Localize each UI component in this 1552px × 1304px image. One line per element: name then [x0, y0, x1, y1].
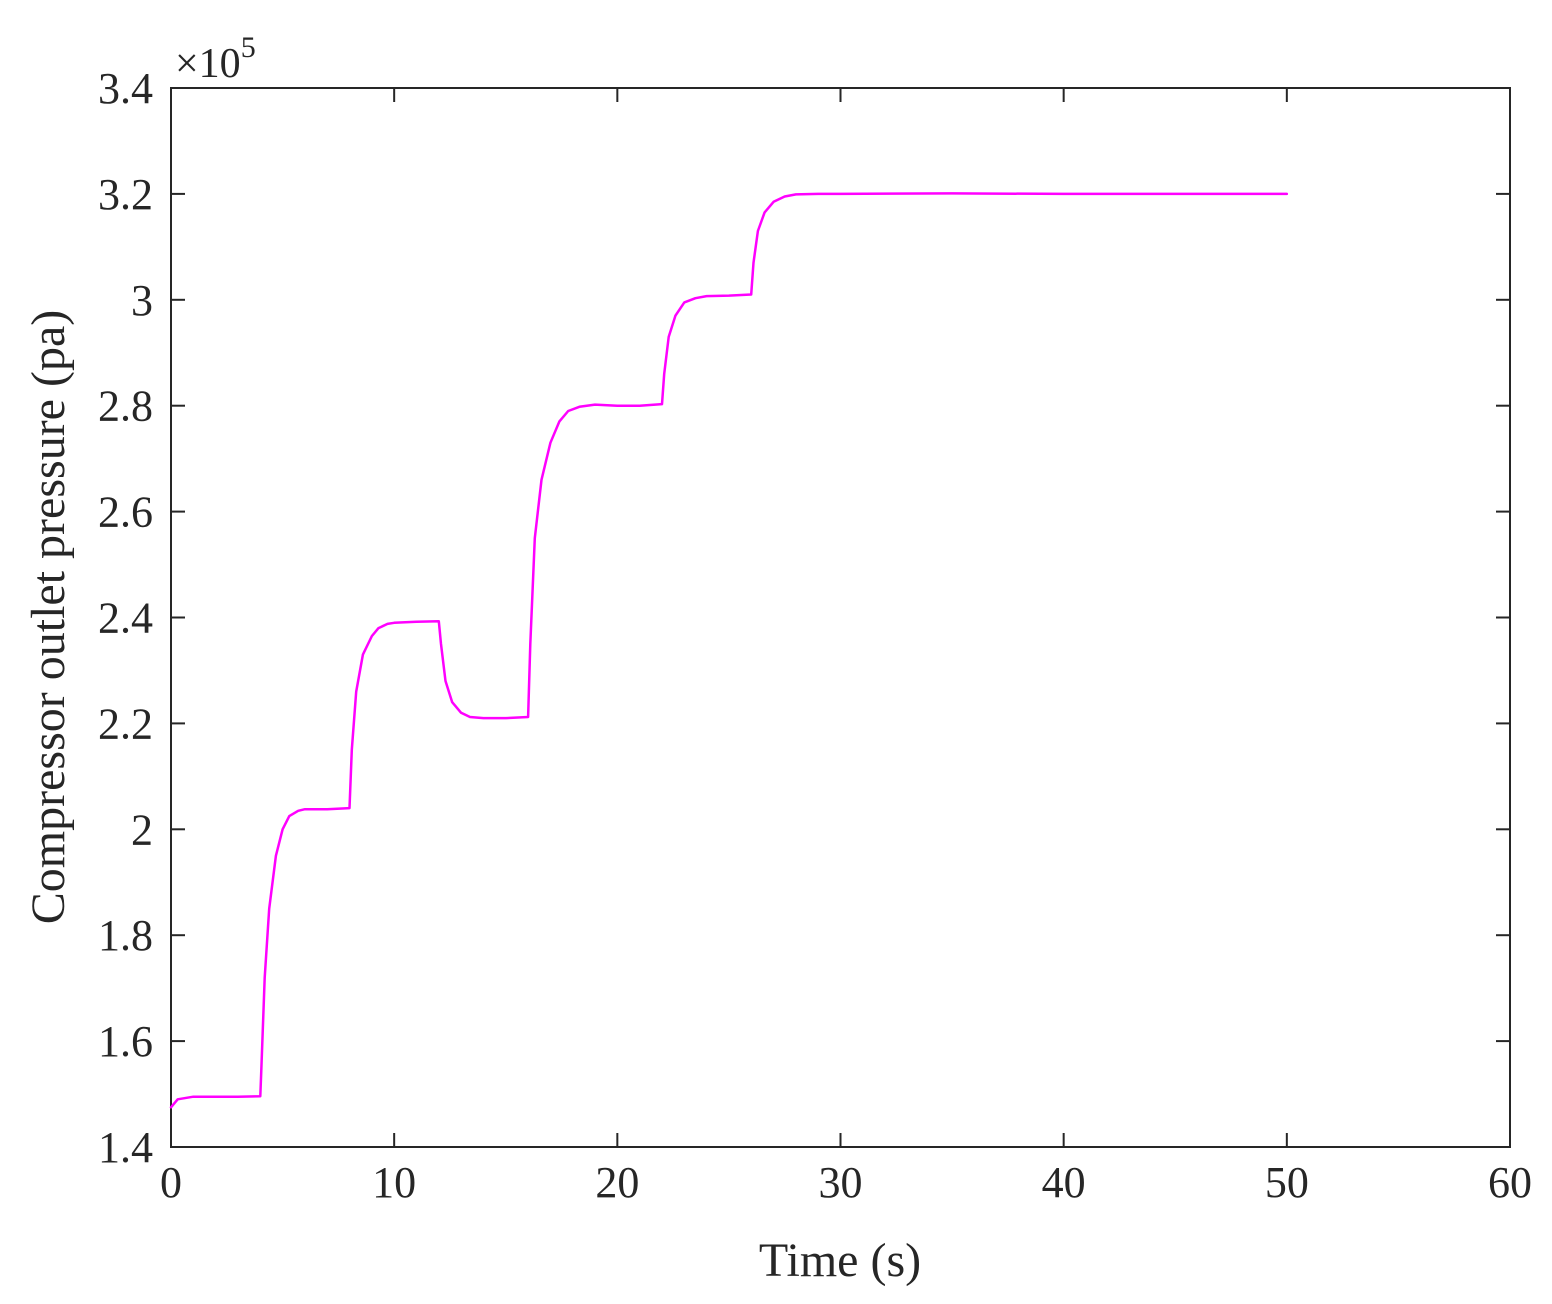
- x-axis-label: Time (s): [759, 1234, 921, 1287]
- x-tick-label: 60: [1488, 1158, 1532, 1207]
- y-tick-label: 2.6: [98, 488, 153, 537]
- y-tick-label: 3.2: [98, 170, 153, 219]
- y-tick-label: 2.2: [98, 699, 153, 748]
- series-layer: [169, 192, 1289, 1109]
- x-tick-label: 20: [595, 1158, 639, 1207]
- x-tick-label: 10: [372, 1158, 416, 1207]
- y-axis-exponent-power: 5: [241, 31, 256, 64]
- y-axis-ticks: 1.4 1.6 1.8 2 2.2 2.4 2.6 2.8 3 3.2 3.4: [98, 64, 1510, 1172]
- y-tick-label: 3.4: [98, 64, 153, 113]
- y-axis-label: Compressor outlet pressure (pa): [22, 310, 75, 925]
- y-tick-label: 2.8: [98, 382, 153, 431]
- pressure-series-line: [169, 192, 1289, 1109]
- y-tick-label: 2.4: [98, 594, 153, 643]
- plot-area: [170, 87, 1511, 1148]
- y-tick-label: 2: [131, 805, 153, 854]
- y-tick-label: 3: [131, 276, 153, 325]
- y-axis-exponent-base: ×10: [175, 41, 241, 87]
- y-tick-label: 1.4: [98, 1123, 153, 1172]
- x-tick-label: 50: [1265, 1158, 1309, 1207]
- x-tick-label: 40: [1042, 1158, 1086, 1207]
- y-tick-label: 1.8: [98, 911, 153, 960]
- y-axis-exponent: ×105: [175, 31, 256, 87]
- y-tick-label: 1.6: [98, 1017, 153, 1066]
- x-tick-label: 0: [160, 1158, 182, 1207]
- x-tick-label: 30: [819, 1158, 863, 1207]
- x-axis-ticks: 0 10 20 30 40 50 60: [160, 88, 1532, 1207]
